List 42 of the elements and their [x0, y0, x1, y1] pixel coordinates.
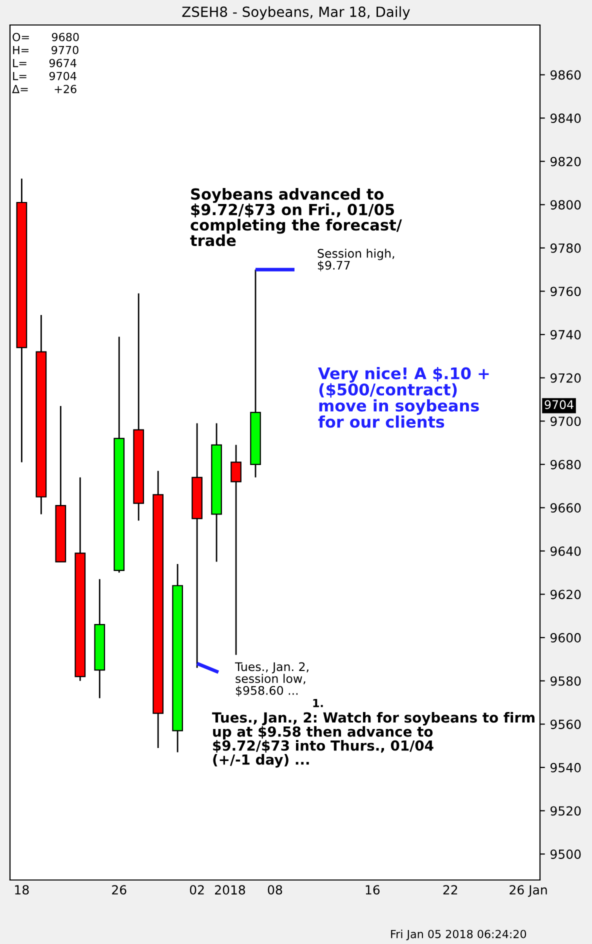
x-tick-label: 16 — [366, 885, 380, 895]
y-tick-label: 9780 — [550, 243, 581, 253]
annotation: O= 9680 — [12, 32, 79, 42]
y-tick-label: 9840 — [550, 114, 581, 124]
y-tick-label: 9720 — [550, 373, 581, 383]
annotation: 1. — [313, 698, 323, 708]
annotation: Very nice! A $.10 + ($500/contract) move in soybeans for our clients — [318, 367, 489, 428]
y-tick-label: 9800 — [550, 200, 581, 210]
y-tick-label: 9700 — [550, 416, 581, 426]
y-tick-label: 9520 — [550, 806, 581, 816]
annotation: Tues., Jan., 2: Watch for soybeans to firm up at $9.58 then advance to $9.72/$73 into Thurs., 01/04 (+/-1 day) ... — [212, 712, 534, 768]
y-tick-label: 9500 — [550, 849, 581, 859]
chart-title: ZSEH8 - Soybeans, Mar 18, Daily — [182, 6, 410, 20]
annotation: L= 9674 — [13, 58, 76, 68]
y-tick-label: 9560 — [550, 720, 581, 730]
y-tick-label: 9620 — [550, 590, 581, 600]
candlestick — [230, 444, 242, 656]
text: 9704 — [544, 400, 574, 410]
text: Fri Jan 05 2018 06:24:20 — [391, 930, 526, 940]
x-tick-label: 26 — [112, 885, 126, 895]
x-tick-label: 22 — [443, 885, 458, 894]
y-tick-label: 9580 — [550, 676, 581, 686]
annotation: L= 9704 — [13, 72, 76, 80]
text: 2018 — [215, 885, 246, 895]
x-tick-label: 18 — [15, 885, 29, 895]
y-tick-label: 9860 — [550, 70, 581, 80]
y-tick-label: 9680 — [550, 460, 581, 470]
y-tick-label: 9540 — [550, 762, 581, 772]
annotation: Δ= +26 — [12, 84, 76, 94]
annotation: Soybeans advanced to $9.72/$73 on Fri., 01/05 completing the forecast/ trade — [190, 188, 402, 246]
x-tick-label: 26 Jan — [510, 885, 547, 897]
y-tick-label: 9740 — [550, 330, 581, 340]
y-tick-label: 9820 — [550, 156, 581, 166]
annotation: Tues., Jan. 2, session low, $958.60 ... — [234, 662, 308, 696]
y-tick-label: 9600 — [550, 633, 581, 642]
y-tick-label: 9660 — [550, 503, 581, 513]
annotation: H= 9770 — [13, 46, 78, 54]
y-tick-label: 9640 — [550, 546, 581, 556]
y-tick-label: 9760 — [550, 286, 581, 296]
x-tick-label: 02 — [190, 885, 204, 895]
annotation: Session high, $9.77 — [318, 248, 394, 272]
x-tick-label: 08 — [268, 885, 282, 895]
